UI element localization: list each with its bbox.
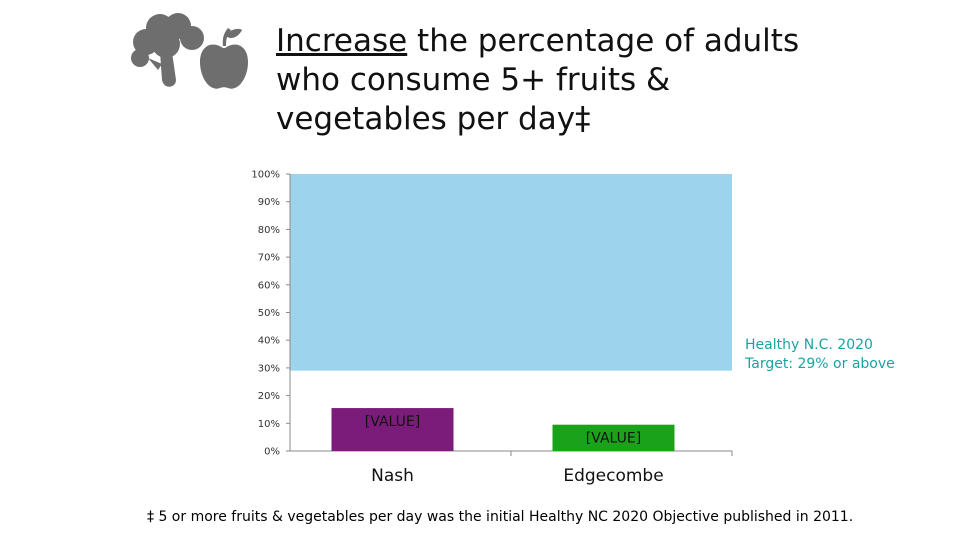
y-tick-label: 50% bbox=[258, 308, 280, 319]
y-tick-label: 20% bbox=[258, 391, 280, 402]
bar-value-label: [VALUE] bbox=[586, 431, 641, 447]
y-tick-label: 70% bbox=[258, 253, 280, 264]
y-tick-label: 80% bbox=[258, 225, 280, 236]
title-emphasis: Increase bbox=[276, 23, 408, 59]
y-tick-label: 90% bbox=[258, 197, 280, 208]
title-rest: the percentage of adults who consume 5+ … bbox=[276, 23, 800, 137]
apple-icon bbox=[200, 28, 248, 89]
y-tick-label: 0% bbox=[264, 447, 280, 458]
category-label: Nash bbox=[371, 466, 414, 486]
y-tick-label: 60% bbox=[258, 280, 280, 291]
bar-nash bbox=[331, 408, 454, 451]
y-tick-label: 100% bbox=[251, 170, 280, 181]
broccoli-icon bbox=[131, 13, 204, 87]
target-note-line1: Healthy N.C. 2020 bbox=[745, 337, 873, 353]
page-title: Increase the percentage of adults who co… bbox=[276, 22, 836, 139]
y-tick-label: 10% bbox=[258, 419, 280, 430]
target-note: Healthy N.C. 2020 Target: 29% or above bbox=[745, 336, 945, 374]
category-label: Edgecombe bbox=[563, 466, 663, 486]
y-tick-label: 40% bbox=[258, 336, 280, 347]
bar-edgecombe bbox=[552, 424, 675, 451]
y-tick-label: 30% bbox=[258, 363, 280, 374]
bar-value-label: [VALUE] bbox=[365, 414, 420, 430]
footnote: ‡ 5 or more fruits & vegetables per day … bbox=[147, 509, 854, 525]
food-icons bbox=[131, 13, 248, 89]
target-note-line2: Target: 29% or above bbox=[745, 356, 895, 372]
target-band bbox=[290, 174, 732, 371]
